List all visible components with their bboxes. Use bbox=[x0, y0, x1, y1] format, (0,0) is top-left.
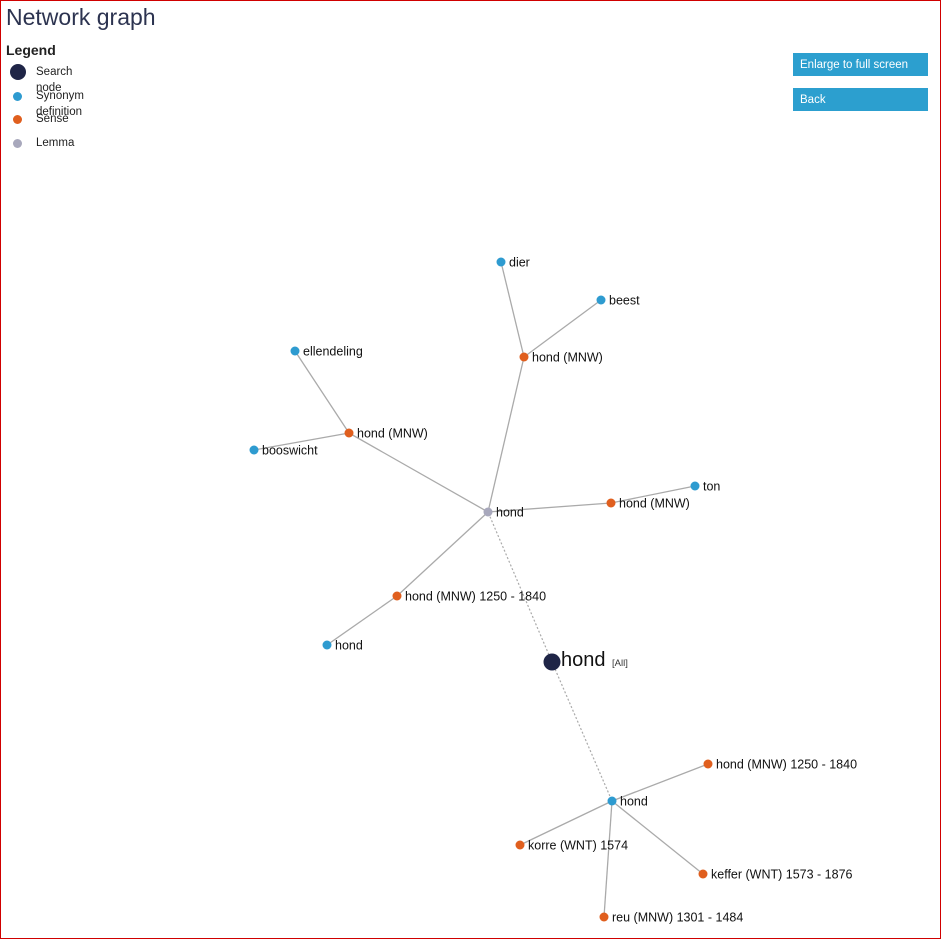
node-label[interactable]: korre (WNT) 1574 bbox=[528, 839, 628, 853]
graph-edge bbox=[611, 800, 704, 875]
search-node-sublabel: [All] bbox=[612, 658, 628, 669]
graph-edge bbox=[326, 595, 398, 646]
graph-node-sense[interactable] bbox=[519, 352, 529, 362]
graph-node-synonym[interactable] bbox=[690, 481, 700, 491]
graph-edge bbox=[519, 800, 613, 846]
legend-item-sense: Sense bbox=[6, 111, 69, 135]
synonym-swatch bbox=[13, 91, 22, 101]
graph-node-sense[interactable] bbox=[344, 428, 354, 438]
graph-edge bbox=[294, 350, 350, 434]
node-label[interactable]: hond bbox=[335, 639, 363, 653]
legend-label: Synonym definition bbox=[36, 89, 84, 118]
node-label[interactable]: ton bbox=[703, 480, 720, 494]
search-node-label[interactable]: hond bbox=[561, 649, 606, 671]
legend-label: Lemma bbox=[36, 136, 75, 149]
node-label[interactable]: hond (MNW) bbox=[357, 427, 428, 441]
graph-node-sense[interactable] bbox=[599, 912, 609, 922]
graph-node-sense[interactable] bbox=[606, 498, 616, 508]
legend-label: Sense bbox=[36, 113, 69, 125]
legend: Legend Search node Synonym definition Se… bbox=[6, 42, 84, 159]
graph-edge bbox=[253, 432, 350, 451]
graph-node-sense[interactable] bbox=[515, 840, 525, 850]
graph-node-synonym[interactable] bbox=[290, 346, 300, 356]
graph-edge bbox=[487, 502, 612, 513]
graph-node-sense[interactable] bbox=[698, 869, 708, 879]
graph-node-sense[interactable] bbox=[392, 591, 402, 601]
enlarge-fullscreen-button[interactable]: Enlarge to full screen bbox=[793, 53, 928, 76]
graph-edge bbox=[500, 261, 525, 358]
node-label[interactable]: reu (MNW) 1301 - 1484 bbox=[612, 911, 743, 925]
legend-label: Search node bbox=[36, 66, 73, 94]
graph-edge bbox=[610, 485, 696, 504]
node-label[interactable]: keffer (WNT) 1573 - 1876 bbox=[711, 868, 853, 882]
graph-edge bbox=[487, 356, 525, 513]
node-label[interactable]: ellendeling bbox=[303, 345, 363, 359]
graph-node-synonym[interactable] bbox=[496, 257, 506, 267]
graph-edge bbox=[523, 299, 602, 358]
graph-edge bbox=[348, 432, 489, 513]
node-label[interactable]: beest bbox=[609, 294, 640, 308]
node-label[interactable]: hond bbox=[496, 506, 524, 520]
node-label[interactable]: booswicht bbox=[262, 444, 318, 458]
back-button[interactable]: Back bbox=[793, 88, 928, 111]
sense-swatch bbox=[13, 115, 22, 124]
node-label[interactable]: hond (MNW) bbox=[532, 351, 603, 365]
node-label[interactable]: dier bbox=[509, 256, 530, 270]
node-label[interactable]: hond bbox=[620, 795, 648, 809]
legend-item-lemma: Lemma bbox=[6, 135, 74, 159]
lemma-swatch bbox=[13, 138, 22, 148]
graph-node-synonym[interactable] bbox=[607, 796, 617, 806]
legend-title: Legend bbox=[6, 42, 56, 58]
graph-node-synonym[interactable] bbox=[322, 640, 332, 650]
legend-item-search-node: Search node bbox=[6, 64, 72, 94]
graph-node-synonym[interactable] bbox=[596, 295, 606, 305]
graph-node-synonym[interactable] bbox=[249, 445, 259, 455]
node-label[interactable]: hond (MNW) 1250 - 1840 bbox=[405, 590, 546, 604]
search-node-swatch bbox=[10, 64, 26, 80]
node-label[interactable]: hond (MNW) bbox=[619, 497, 690, 511]
graph-edge bbox=[487, 511, 553, 663]
page-title: Network graph bbox=[6, 4, 156, 30]
graph-edge bbox=[396, 511, 489, 597]
graph-node-sense[interactable] bbox=[703, 759, 713, 769]
legend-item-synonym: Synonym definition bbox=[6, 88, 84, 118]
graph-edge bbox=[603, 800, 613, 918]
search-node[interactable] bbox=[543, 653, 561, 671]
node-label[interactable]: hond (MNW) 1250 - 1840 bbox=[716, 758, 857, 772]
graph-edge bbox=[611, 763, 709, 802]
graph-edge bbox=[551, 661, 613, 802]
graph-node-lemma[interactable] bbox=[483, 507, 493, 517]
